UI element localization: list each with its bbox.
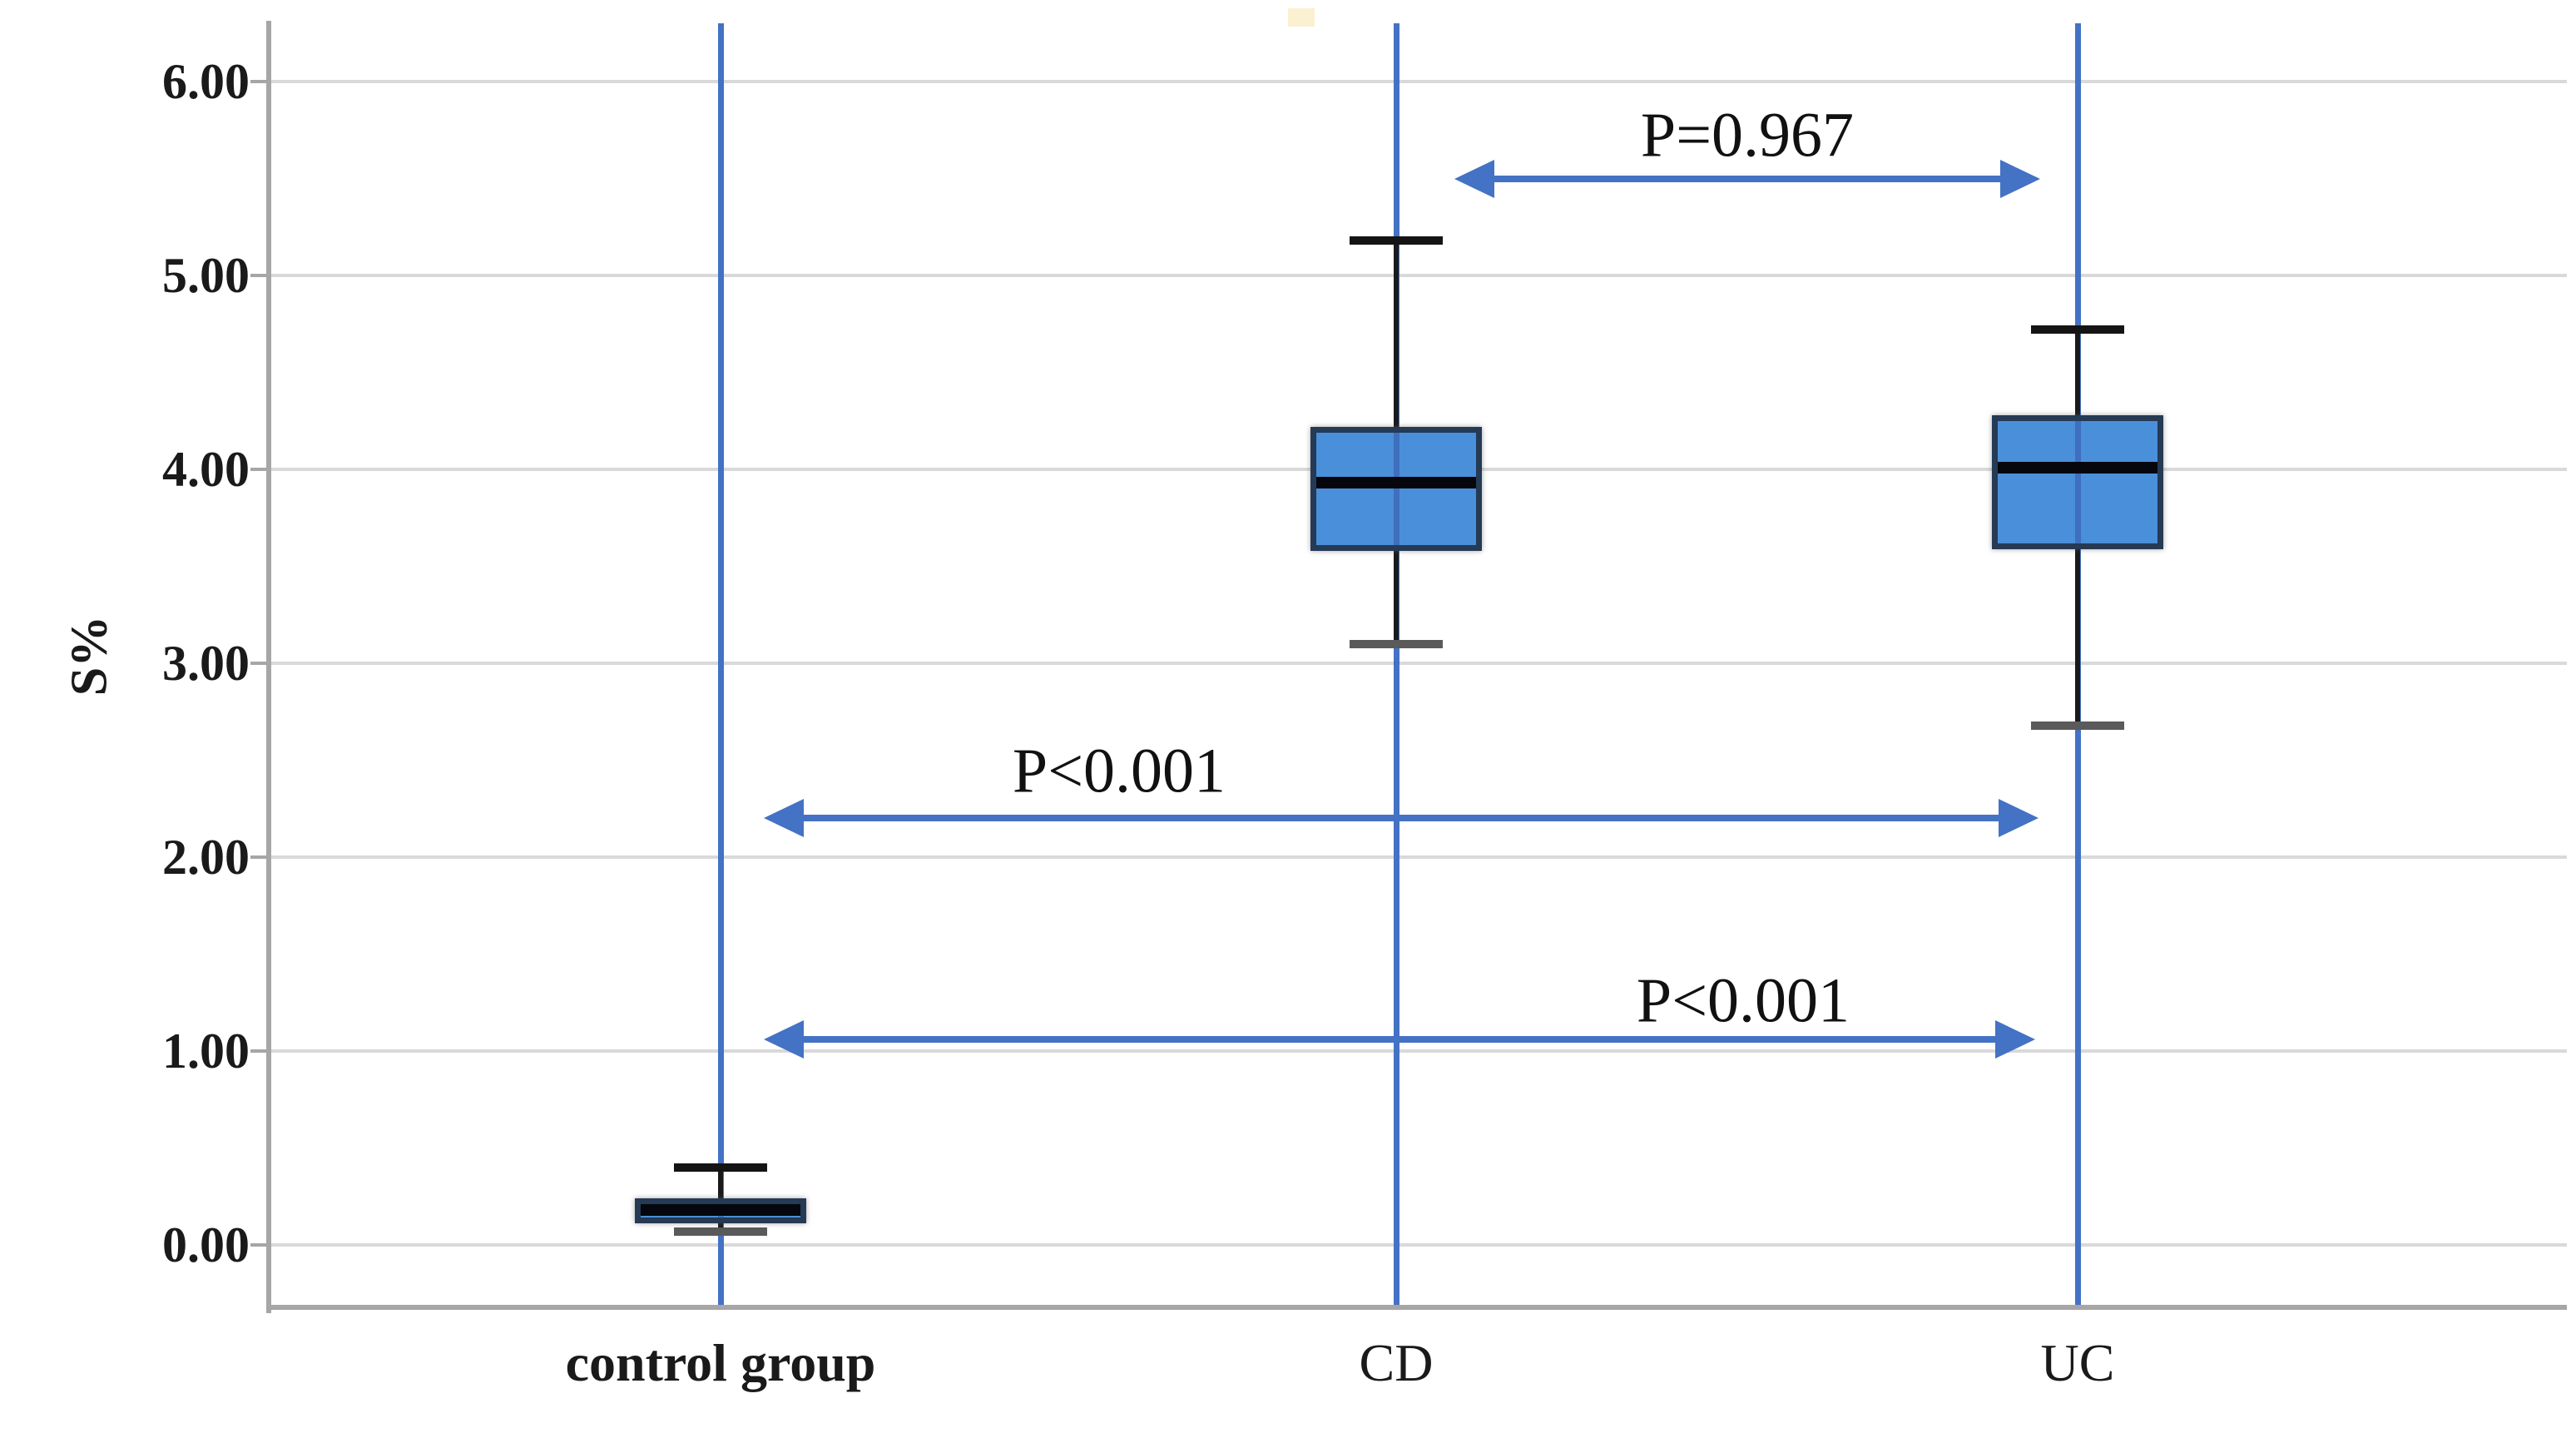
y-axis-tick: [250, 80, 269, 83]
median-line: [641, 1204, 800, 1217]
y-axis-tick: [250, 468, 269, 471]
gridline: [269, 274, 2567, 277]
gridline: [269, 662, 2567, 665]
lower-whisker: [2075, 548, 2080, 726]
arrow-left-head-icon: [764, 799, 804, 838]
max-whisker-cap: [1350, 236, 1443, 245]
y-tick-label: 4.00: [162, 442, 250, 497]
median-line: [1316, 477, 1476, 489]
upper-whisker: [2075, 330, 2080, 415]
y-tick-label: 6.00: [162, 54, 250, 109]
arrow-left-head-icon: [764, 1020, 804, 1059]
y-axis-tick: [250, 662, 269, 665]
y-tick-label: 3.00: [162, 636, 250, 691]
y-axis-tick: [250, 1243, 269, 1247]
y-axis-line: [266, 21, 271, 1313]
y-tick-label: 5.00: [162, 248, 250, 303]
x-axis-label: control group: [565, 1333, 876, 1392]
min-whisker-cap: [2031, 721, 2124, 730]
p-value-label: P=0.967: [1640, 100, 1855, 170]
category-line: [1394, 23, 1399, 1305]
upper-whisker: [1394, 240, 1399, 427]
arrow-left-head-icon: [1454, 159, 1494, 198]
arrow-right-head-icon: [2000, 159, 2040, 198]
median-line: [1998, 461, 2157, 474]
highlight-artifact: [1288, 8, 1315, 27]
lower-whisker: [1394, 550, 1399, 644]
min-whisker-cap: [674, 1227, 767, 1236]
y-axis-tick: [250, 274, 269, 277]
p-value-label: P<0.001: [1636, 965, 1850, 1036]
arrow-line: [1488, 175, 2007, 182]
arrow-right-head-icon: [1995, 1020, 2035, 1059]
y-tick-label: 2.00: [162, 830, 250, 885]
gridline: [269, 855, 2567, 859]
p-value-label: P<0.001: [1012, 736, 1226, 806]
y-axis-title: S%: [61, 615, 118, 697]
x-axis-label: UC: [2040, 1333, 2115, 1392]
gridline: [269, 1243, 2567, 1247]
y-tick-label: 1.00: [162, 1024, 250, 1078]
category-line-overlay: [2075, 420, 2081, 543]
y-tick-label: 0.00: [162, 1217, 250, 1272]
arrow-line: [797, 815, 2005, 822]
category-line: [718, 23, 724, 1305]
gridline: [269, 1049, 2567, 1053]
y-axis-tick: [250, 855, 269, 859]
max-whisker-cap: [674, 1163, 767, 1172]
min-whisker-cap: [1350, 639, 1443, 648]
max-whisker-cap: [2031, 325, 2124, 335]
x-axis-label: CD: [1359, 1333, 1434, 1392]
upper-whisker: [718, 1167, 723, 1199]
x-axis-line: [266, 1305, 2567, 1310]
arrow-right-head-icon: [1999, 799, 2039, 838]
gridline: [269, 80, 2567, 83]
y-axis-tick: [250, 1049, 269, 1053]
arrow-line: [797, 1036, 2002, 1044]
